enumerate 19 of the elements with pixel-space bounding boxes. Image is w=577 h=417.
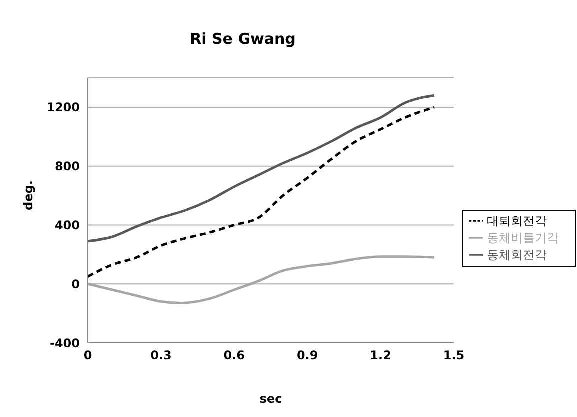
y-tick-label: 800: [54, 160, 80, 174]
y-tick-label: 0: [72, 277, 80, 292]
y-tick-label: 400: [54, 218, 80, 232]
x-tick-label: 0.3: [150, 348, 172, 363]
x-tick-label: 0.6: [224, 348, 246, 363]
legend-label: 동체비틀기각: [487, 230, 559, 244]
x-axis-title: sec: [260, 392, 282, 406]
x-tick-label: 0.9: [296, 348, 318, 363]
y-tick-label: -400: [50, 336, 80, 350]
x-tick-label: 0: [84, 348, 92, 363]
legend-label: 동체회전각: [487, 248, 547, 262]
x-tick-label: 1.2: [370, 348, 392, 363]
x-tick-label: 1.5: [443, 348, 465, 363]
y-tick-label: 1200: [46, 100, 80, 115]
legend-label: 대퇴회전각: [487, 214, 547, 228]
y-axis-title: deg.: [21, 180, 36, 210]
line-series: [88, 106, 436, 278]
chart-title: Ri Se Gwang: [189, 30, 297, 48]
line-series: [88, 94, 436, 243]
